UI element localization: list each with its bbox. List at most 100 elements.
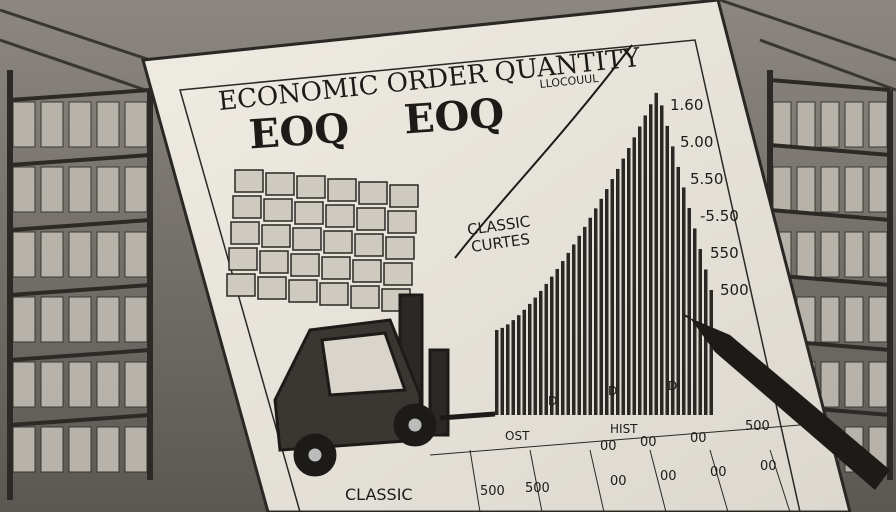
box bbox=[40, 426, 64, 473]
bar bbox=[533, 297, 537, 415]
pallet-box bbox=[292, 227, 322, 251]
bar bbox=[632, 137, 636, 415]
bar bbox=[621, 158, 625, 416]
x-label: D bbox=[608, 384, 617, 398]
table-line bbox=[429, 424, 801, 456]
x-label: OST bbox=[505, 429, 530, 443]
axis-label: 500 bbox=[720, 281, 749, 299]
pallet-box bbox=[228, 247, 258, 271]
table-cell: 00 bbox=[640, 435, 657, 450]
bar bbox=[588, 217, 592, 415]
shelf-beam bbox=[9, 283, 151, 297]
box bbox=[68, 426, 92, 473]
box bbox=[12, 361, 36, 408]
box bbox=[12, 101, 36, 148]
bar bbox=[638, 126, 642, 415]
pallet-box bbox=[232, 195, 262, 219]
box bbox=[96, 296, 120, 343]
forklift bbox=[273, 293, 496, 477]
bar bbox=[682, 187, 686, 415]
heading: EOQ bbox=[247, 105, 350, 159]
box bbox=[772, 101, 792, 148]
pallet-box bbox=[327, 178, 357, 202]
box bbox=[68, 361, 92, 408]
box bbox=[96, 426, 120, 473]
bar bbox=[627, 148, 631, 415]
box bbox=[820, 296, 840, 343]
shelf-beam bbox=[9, 218, 151, 232]
bar bbox=[566, 252, 570, 415]
shelf-beam bbox=[9, 153, 151, 167]
table-cell: 500 bbox=[745, 419, 770, 434]
pallet-box bbox=[290, 253, 320, 277]
box bbox=[868, 101, 888, 148]
box bbox=[124, 101, 148, 148]
box bbox=[868, 361, 888, 408]
box bbox=[124, 166, 148, 213]
table-line bbox=[649, 449, 667, 512]
box bbox=[820, 166, 840, 213]
bar bbox=[583, 226, 587, 415]
box bbox=[96, 101, 120, 148]
bar bbox=[550, 276, 554, 415]
bar bbox=[687, 207, 691, 415]
pallet-box bbox=[354, 233, 384, 257]
bar bbox=[698, 248, 702, 415]
heading: EOQ bbox=[402, 90, 505, 144]
table-cell: 00 bbox=[610, 474, 627, 489]
pallet-box bbox=[352, 259, 382, 283]
pallet-box bbox=[296, 175, 326, 199]
pallet-box bbox=[259, 250, 289, 274]
box bbox=[40, 296, 64, 343]
bar bbox=[528, 303, 532, 415]
pallet-box bbox=[263, 198, 293, 222]
box bbox=[124, 426, 148, 473]
shelf-beam bbox=[769, 208, 891, 222]
shelf-beam bbox=[9, 413, 151, 427]
box bbox=[844, 166, 864, 213]
pallet-box bbox=[230, 221, 260, 245]
box bbox=[844, 296, 864, 343]
bar bbox=[676, 166, 680, 415]
table-line bbox=[589, 449, 605, 512]
box bbox=[796, 101, 816, 148]
pallet-box bbox=[257, 276, 287, 300]
bar bbox=[643, 115, 647, 416]
bar bbox=[561, 261, 565, 415]
pallet-stack bbox=[226, 169, 419, 312]
box bbox=[820, 361, 840, 408]
pallet-box bbox=[288, 279, 318, 303]
bar bbox=[616, 168, 620, 415]
box bbox=[796, 231, 816, 278]
box bbox=[68, 296, 92, 343]
box bbox=[844, 231, 864, 278]
bar bbox=[605, 189, 609, 415]
pallet-box bbox=[265, 172, 295, 196]
pallet-box bbox=[226, 273, 256, 297]
box bbox=[12, 166, 36, 213]
box bbox=[68, 166, 92, 213]
pallet-box bbox=[325, 204, 355, 228]
shelf-beam bbox=[9, 88, 151, 102]
pallet-box bbox=[294, 201, 324, 225]
table-cell: 500 bbox=[525, 481, 550, 496]
pallet-box bbox=[321, 256, 351, 280]
axis-label: 1.60 bbox=[670, 96, 703, 114]
bar bbox=[500, 327, 504, 415]
bar bbox=[660, 105, 664, 415]
x-label: HIST bbox=[610, 422, 638, 436]
x-label: D bbox=[668, 379, 677, 393]
box bbox=[96, 231, 120, 278]
box bbox=[12, 296, 36, 343]
box bbox=[844, 361, 864, 408]
box bbox=[68, 231, 92, 278]
shelf-beam bbox=[769, 78, 891, 92]
pen bbox=[683, 314, 890, 490]
bar bbox=[517, 315, 521, 415]
axis-label: 5.50 bbox=[690, 170, 723, 188]
table-cell: 00 bbox=[760, 459, 777, 474]
bar bbox=[506, 324, 510, 415]
table-cell: 00 bbox=[660, 469, 677, 484]
